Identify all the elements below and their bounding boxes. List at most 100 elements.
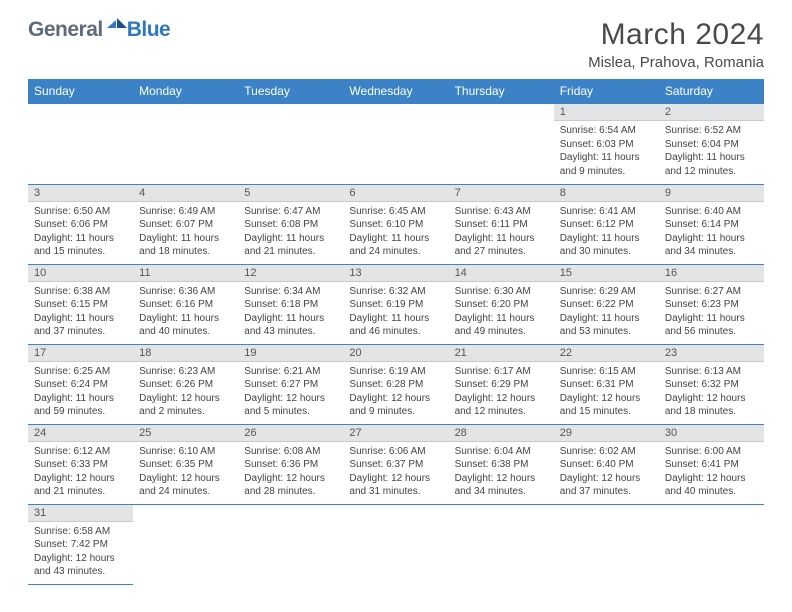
calendar-row: 17Sunrise: 6:25 AMSunset: 6:24 PMDayligh…	[28, 344, 764, 424]
empty-cell	[28, 104, 133, 184]
day-cell: 29Sunrise: 6:02 AMSunset: 6:40 PMDayligh…	[554, 424, 659, 504]
location: Mislea, Prahova, Romania	[588, 54, 764, 71]
empty-cell	[449, 504, 554, 584]
day-details: Sunrise: 6:00 AMSunset: 6:41 PMDaylight:…	[659, 442, 764, 503]
day-number: 7	[449, 185, 554, 202]
day-number: 24	[28, 425, 133, 442]
day-number: 18	[133, 345, 238, 362]
day-details: Sunrise: 6:13 AMSunset: 6:32 PMDaylight:…	[659, 362, 764, 423]
day-number: 16	[659, 265, 764, 282]
day-details: Sunrise: 6:50 AMSunset: 6:06 PMDaylight:…	[28, 202, 133, 263]
day-cell: 23Sunrise: 6:13 AMSunset: 6:32 PMDayligh…	[659, 344, 764, 424]
day-cell: 2Sunrise: 6:52 AMSunset: 6:04 PMDaylight…	[659, 104, 764, 184]
day-details: Sunrise: 6:23 AMSunset: 6:26 PMDaylight:…	[133, 362, 238, 423]
day-number: 5	[238, 185, 343, 202]
day-details: Sunrise: 6:47 AMSunset: 6:08 PMDaylight:…	[238, 202, 343, 263]
weekday-header: Wednesday	[343, 79, 448, 104]
day-details: Sunrise: 6:41 AMSunset: 6:12 PMDaylight:…	[554, 202, 659, 263]
day-details: Sunrise: 6:29 AMSunset: 6:22 PMDaylight:…	[554, 282, 659, 343]
day-details: Sunrise: 6:02 AMSunset: 6:40 PMDaylight:…	[554, 442, 659, 503]
day-details: Sunrise: 6:43 AMSunset: 6:11 PMDaylight:…	[449, 202, 554, 263]
page: General Blue March 2024 Mislea, Prahova,…	[0, 0, 792, 595]
day-details: Sunrise: 6:15 AMSunset: 6:31 PMDaylight:…	[554, 362, 659, 423]
day-cell: 21Sunrise: 6:17 AMSunset: 6:29 PMDayligh…	[449, 344, 554, 424]
day-cell: 1Sunrise: 6:54 AMSunset: 6:03 PMDaylight…	[554, 104, 659, 184]
day-cell: 7Sunrise: 6:43 AMSunset: 6:11 PMDaylight…	[449, 184, 554, 264]
day-cell: 19Sunrise: 6:21 AMSunset: 6:27 PMDayligh…	[238, 344, 343, 424]
day-details: Sunrise: 6:40 AMSunset: 6:14 PMDaylight:…	[659, 202, 764, 263]
empty-cell	[238, 104, 343, 184]
calendar-table: SundayMondayTuesdayWednesdayThursdayFrid…	[28, 79, 764, 585]
day-cell: 15Sunrise: 6:29 AMSunset: 6:22 PMDayligh…	[554, 264, 659, 344]
day-cell: 9Sunrise: 6:40 AMSunset: 6:14 PMDaylight…	[659, 184, 764, 264]
calendar-row: 24Sunrise: 6:12 AMSunset: 6:33 PMDayligh…	[28, 424, 764, 504]
day-cell: 25Sunrise: 6:10 AMSunset: 6:35 PMDayligh…	[133, 424, 238, 504]
day-cell: 17Sunrise: 6:25 AMSunset: 6:24 PMDayligh…	[28, 344, 133, 424]
day-number: 17	[28, 345, 133, 362]
empty-cell	[133, 504, 238, 584]
day-cell: 8Sunrise: 6:41 AMSunset: 6:12 PMDaylight…	[554, 184, 659, 264]
day-cell: 31Sunrise: 6:58 AMSunset: 7:42 PMDayligh…	[28, 504, 133, 584]
day-details: Sunrise: 6:25 AMSunset: 6:24 PMDaylight:…	[28, 362, 133, 423]
brand-part1: General	[28, 18, 103, 42]
day-number: 4	[133, 185, 238, 202]
day-cell: 3Sunrise: 6:50 AMSunset: 6:06 PMDaylight…	[28, 184, 133, 264]
day-number: 23	[659, 345, 764, 362]
day-cell: 11Sunrise: 6:36 AMSunset: 6:16 PMDayligh…	[133, 264, 238, 344]
day-details: Sunrise: 6:12 AMSunset: 6:33 PMDaylight:…	[28, 442, 133, 503]
day-number: 19	[238, 345, 343, 362]
day-details: Sunrise: 6:58 AMSunset: 7:42 PMDaylight:…	[28, 522, 133, 583]
day-number: 6	[343, 185, 448, 202]
day-details: Sunrise: 6:49 AMSunset: 6:07 PMDaylight:…	[133, 202, 238, 263]
day-cell: 28Sunrise: 6:04 AMSunset: 6:38 PMDayligh…	[449, 424, 554, 504]
day-number: 22	[554, 345, 659, 362]
day-number: 2	[659, 104, 764, 121]
day-details: Sunrise: 6:36 AMSunset: 6:16 PMDaylight:…	[133, 282, 238, 343]
day-number: 14	[449, 265, 554, 282]
day-details: Sunrise: 6:54 AMSunset: 6:03 PMDaylight:…	[554, 121, 659, 182]
day-number: 27	[343, 425, 448, 442]
day-cell: 12Sunrise: 6:34 AMSunset: 6:18 PMDayligh…	[238, 264, 343, 344]
flag-icon	[107, 16, 129, 35]
day-cell: 30Sunrise: 6:00 AMSunset: 6:41 PMDayligh…	[659, 424, 764, 504]
day-cell: 13Sunrise: 6:32 AMSunset: 6:19 PMDayligh…	[343, 264, 448, 344]
day-number: 10	[28, 265, 133, 282]
brand-logo: General Blue	[28, 18, 170, 42]
header: General Blue March 2024 Mislea, Prahova,…	[28, 18, 764, 71]
day-details: Sunrise: 6:08 AMSunset: 6:36 PMDaylight:…	[238, 442, 343, 503]
empty-cell	[554, 504, 659, 584]
day-number: 25	[133, 425, 238, 442]
day-number: 15	[554, 265, 659, 282]
day-cell: 26Sunrise: 6:08 AMSunset: 6:36 PMDayligh…	[238, 424, 343, 504]
brand-part2: Blue	[127, 18, 171, 42]
day-details: Sunrise: 6:34 AMSunset: 6:18 PMDaylight:…	[238, 282, 343, 343]
day-details: Sunrise: 6:38 AMSunset: 6:15 PMDaylight:…	[28, 282, 133, 343]
weekday-header: Friday	[554, 79, 659, 104]
day-cell: 14Sunrise: 6:30 AMSunset: 6:20 PMDayligh…	[449, 264, 554, 344]
day-cell: 4Sunrise: 6:49 AMSunset: 6:07 PMDaylight…	[133, 184, 238, 264]
day-details: Sunrise: 6:21 AMSunset: 6:27 PMDaylight:…	[238, 362, 343, 423]
calendar-row: 1Sunrise: 6:54 AMSunset: 6:03 PMDaylight…	[28, 104, 764, 184]
day-number: 20	[343, 345, 448, 362]
weekday-header: Tuesday	[238, 79, 343, 104]
empty-cell	[133, 104, 238, 184]
day-number: 11	[133, 265, 238, 282]
day-number: 9	[659, 185, 764, 202]
day-number: 29	[554, 425, 659, 442]
empty-cell	[238, 504, 343, 584]
weekday-header: Thursday	[449, 79, 554, 104]
day-number: 13	[343, 265, 448, 282]
empty-cell	[343, 104, 448, 184]
weekday-header: Monday	[133, 79, 238, 104]
day-details: Sunrise: 6:04 AMSunset: 6:38 PMDaylight:…	[449, 442, 554, 503]
calendar-row: 3Sunrise: 6:50 AMSunset: 6:06 PMDaylight…	[28, 184, 764, 264]
day-cell: 10Sunrise: 6:38 AMSunset: 6:15 PMDayligh…	[28, 264, 133, 344]
day-details: Sunrise: 6:27 AMSunset: 6:23 PMDaylight:…	[659, 282, 764, 343]
calendar-body: 1Sunrise: 6:54 AMSunset: 6:03 PMDaylight…	[28, 104, 764, 584]
day-cell: 5Sunrise: 6:47 AMSunset: 6:08 PMDaylight…	[238, 184, 343, 264]
day-cell: 20Sunrise: 6:19 AMSunset: 6:28 PMDayligh…	[343, 344, 448, 424]
month-title: March 2024	[588, 18, 764, 52]
day-cell: 27Sunrise: 6:06 AMSunset: 6:37 PMDayligh…	[343, 424, 448, 504]
day-number: 1	[554, 104, 659, 121]
day-cell: 16Sunrise: 6:27 AMSunset: 6:23 PMDayligh…	[659, 264, 764, 344]
